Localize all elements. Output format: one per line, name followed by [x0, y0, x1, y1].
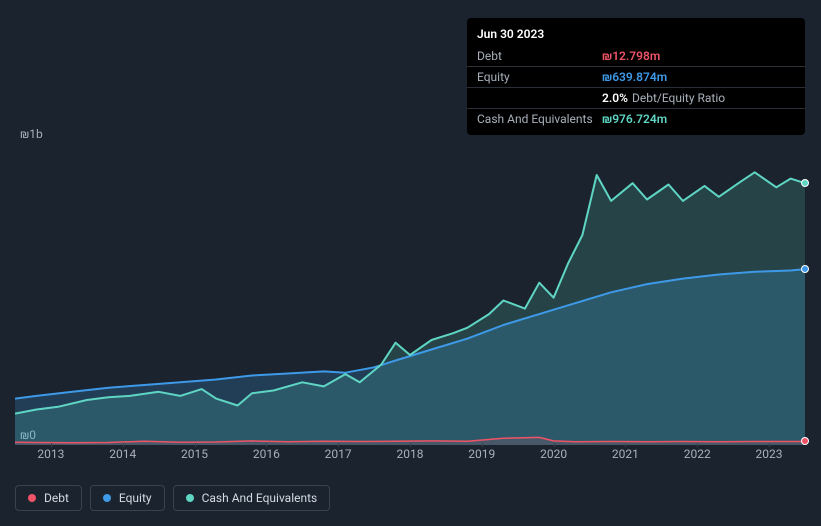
x-tick: 2020 [518, 447, 590, 461]
chart-area: ₪1b ₪0 201320142015201620172018201920202… [0, 115, 821, 475]
legend: Debt Equity Cash And Equivalents [15, 485, 330, 511]
series-marker [801, 437, 809, 445]
legend-label: Cash And Equivalents [202, 491, 318, 505]
x-tick: 2023 [733, 447, 805, 461]
tooltip-label [477, 91, 602, 105]
x-tick: 2016 [230, 447, 302, 461]
chart-tooltip: Jun 30 2023 Debt ₪12.798m Equity ₪639.87… [467, 18, 805, 135]
tooltip-row-cash: Cash And Equivalents ₪976.724m [467, 109, 805, 129]
tooltip-row-ratio: 2.0% Debt/Equity Ratio [467, 88, 805, 109]
legend-item[interactable]: Cash And Equivalents [173, 485, 331, 511]
x-tick: 2019 [446, 447, 518, 461]
series-marker [801, 265, 809, 273]
tooltip-ratio-value: 2.0% [602, 91, 628, 105]
tooltip-value: ₪12.798m [602, 49, 660, 63]
x-tick: 2015 [159, 447, 231, 461]
x-tick: 2013 [15, 447, 87, 461]
legend-dot-icon [28, 494, 36, 502]
legend-item[interactable]: Debt [15, 485, 82, 511]
chart-svg[interactable] [15, 145, 805, 445]
tooltip-value: ₪639.874m [602, 70, 667, 84]
tooltip-label: Debt [477, 49, 602, 63]
x-tick: 2014 [87, 447, 159, 461]
legend-label: Debt [44, 491, 69, 505]
legend-dot-icon [103, 494, 111, 502]
legend-item[interactable]: Equity [90, 485, 165, 511]
tooltip-date: Jun 30 2023 [467, 24, 805, 46]
x-tick: 2018 [374, 447, 446, 461]
x-tick: 2022 [661, 447, 733, 461]
tooltip-label: Cash And Equivalents [477, 112, 602, 126]
series-marker [801, 179, 809, 187]
y-axis-label-top: ₪1b [20, 127, 43, 141]
x-tick: 2021 [590, 447, 662, 461]
tooltip-row-debt: Debt ₪12.798m [467, 46, 805, 67]
x-tick: 2017 [302, 447, 374, 461]
x-axis: 2013201420152016201720182019202020212022… [15, 447, 805, 461]
tooltip-ratio-label: Debt/Equity Ratio [632, 91, 725, 105]
legend-label: Equity [119, 491, 152, 505]
tooltip-label: Equity [477, 70, 602, 84]
legend-dot-icon [186, 494, 194, 502]
tooltip-value: ₪976.724m [602, 112, 667, 126]
tooltip-row-equity: Equity ₪639.874m [467, 67, 805, 88]
